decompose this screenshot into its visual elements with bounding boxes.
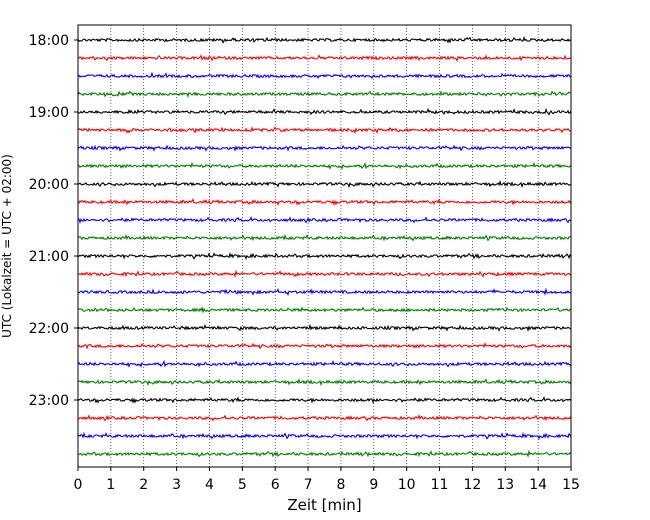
x-tick-label: 10 (398, 477, 416, 493)
x-axis: 0 1 2 3 4 5 6 7 8 9 10 11 12 13 14 15 (74, 467, 580, 493)
x-grid-lines (110, 25, 539, 467)
x-tick-label: 11 (431, 477, 449, 493)
x-tick-label: 14 (529, 477, 547, 493)
seismic-trace-1 (77, 35, 572, 44)
plot-frame (77, 24, 572, 468)
x-tick-label: 8 (336, 477, 345, 493)
seismic-trace-15 (77, 287, 572, 296)
x-tick-label: 9 (369, 477, 378, 493)
seismic-trace-12 (77, 233, 572, 242)
seismic-trace-17 (77, 323, 572, 332)
seismic-trace-14 (77, 269, 572, 278)
seismic-trace-6 (77, 126, 572, 135)
seismic-trace-3 (77, 71, 572, 80)
x-tick-label: 7 (304, 477, 313, 493)
x-tick-label: 2 (139, 477, 148, 493)
y-tick-label: 19:00 (29, 105, 69, 121)
x-tick-label: 12 (463, 477, 481, 493)
y-tick-label: 23:00 (29, 393, 69, 409)
x-tick-label: 6 (271, 477, 280, 493)
seismic-trace-5 (77, 107, 572, 116)
y-tick-label: 18:00 (29, 33, 69, 49)
x-axis-label: Zeit [min] (287, 496, 361, 514)
seismic-trace-9 (77, 179, 572, 189)
x-tick-label: 1 (106, 477, 115, 493)
seismic-trace-19 (77, 359, 572, 368)
x-tick-label: 13 (496, 477, 514, 493)
seismic-trace-23 (77, 431, 572, 441)
seismic-trace-24 (77, 449, 572, 458)
seismic-trace-10 (77, 198, 572, 207)
seismic-trace-18 (77, 341, 572, 350)
x-tick-label: 0 (74, 477, 83, 493)
seismic-traces (77, 35, 572, 458)
seismic-trace-20 (77, 377, 572, 387)
y-tick-label: 22:00 (29, 321, 69, 337)
y-tick-label: 21:00 (29, 249, 69, 265)
x-tick-label: 3 (172, 477, 181, 493)
x-tick-label: 5 (238, 477, 247, 493)
x-tick-label: 15 (562, 477, 580, 493)
seismic-trace-4 (77, 90, 572, 99)
seismic-trace-21 (77, 395, 572, 405)
y-axis-label: UTC (Lokalzeit = UTC + 02:00) (0, 154, 14, 338)
seismic-trace-16 (77, 305, 572, 314)
seismic-trace-2 (77, 54, 572, 62)
y-tick-label: 20:00 (29, 177, 69, 193)
seismic-trace-11 (77, 215, 572, 225)
x-tick-label: 4 (205, 477, 214, 493)
seismic-trace-8 (77, 161, 572, 170)
seismic-trace-13 (77, 252, 572, 261)
seismic-trace-7 (77, 144, 572, 152)
y-axis: 18:00 19:00 20:00 21:00 22:00 23:00 (29, 33, 78, 409)
seismic-trace-22 (77, 413, 572, 422)
